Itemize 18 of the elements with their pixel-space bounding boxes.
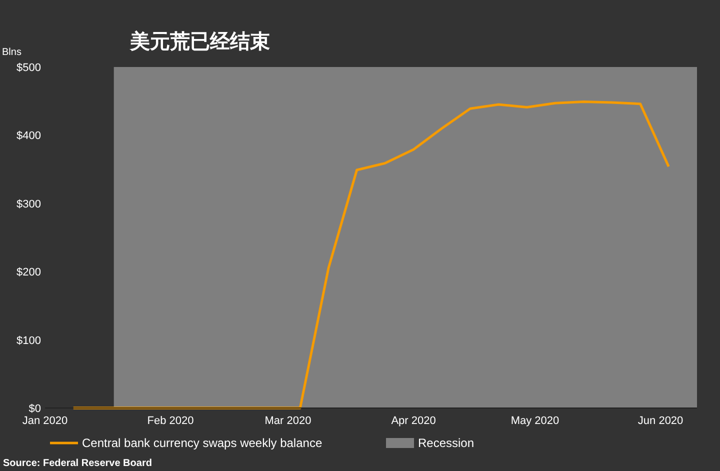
chart-title: 美元荒已经结束: [129, 29, 270, 53]
y-tick-label: $100: [16, 334, 41, 347]
y-tick-label: $200: [16, 266, 41, 279]
x-tick-label: Jan 2020: [22, 415, 68, 427]
x-tick-label: Feb 2020: [147, 415, 194, 427]
y-tick-label: $500: [16, 62, 41, 74]
y-axis-title: Blns: [2, 47, 22, 58]
x-tick-label: Mar 2020: [264, 415, 312, 427]
y-tick-label: $0: [28, 403, 41, 415]
x-tick-label: Jun 2020: [638, 415, 684, 427]
legend-label: Recession: [418, 436, 474, 450]
source-note: Source: Federal Reserve Board: [3, 458, 152, 469]
legend-label: Central bank currency swaps weekly balance: [82, 436, 322, 450]
y-tick-label: $300: [16, 198, 41, 210]
y-tick-label: $400: [16, 130, 41, 142]
x-tick-label: May 2020: [510, 415, 560, 427]
line-series: [72, 100, 670, 410]
x-tick-label: Apr 2020: [391, 415, 436, 427]
